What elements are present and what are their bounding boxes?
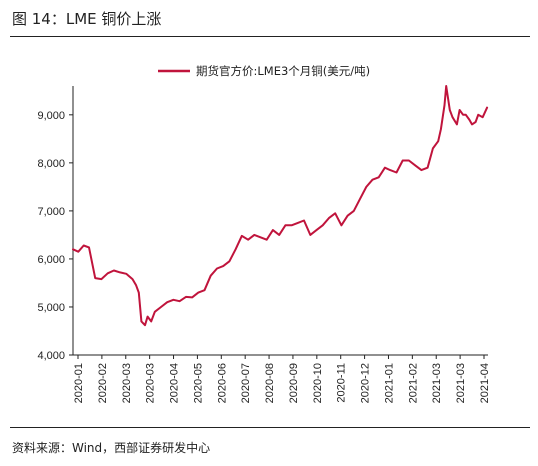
legend: 期货官方价:LME3个月铜(美元/吨)	[158, 64, 370, 78]
x-tick-label: 2020-07	[240, 363, 252, 403]
figure-title: 图 14：LME 铜价上涨	[12, 10, 162, 28]
x-tick-label: 2020-03	[121, 363, 133, 403]
x-tick-label: 2021-03	[431, 363, 443, 403]
x-tick-label: 2021-04	[479, 363, 491, 403]
x-tick-label: 2020-02	[97, 363, 109, 403]
x-tick-label: 2020-10	[312, 363, 324, 403]
y-axis-ticks: 4,000 5,000 6,000 7,000 8,000 9,000	[37, 110, 73, 362]
y-tick-label: 6,000	[37, 254, 65, 266]
x-tick-label: 2020-11	[336, 363, 348, 403]
x-tick-label: 2020-03	[145, 363, 157, 403]
x-tick-label: 2020-05	[192, 363, 204, 403]
source-rule	[10, 427, 530, 428]
y-tick-label: 9,000	[37, 110, 65, 122]
title-rule	[10, 36, 530, 37]
y-tick-label: 5,000	[37, 302, 65, 314]
x-tick-label: 2021-03	[455, 363, 467, 403]
y-tick-label: 4,000	[37, 350, 65, 362]
x-tick-label: 2021-02	[407, 363, 419, 403]
y-tick-label: 7,000	[37, 206, 65, 218]
x-tick-label: 2021-01	[383, 363, 395, 403]
x-tick-label: 2020-06	[216, 363, 228, 403]
y-tick-label: 8,000	[37, 158, 65, 170]
x-tick-label: 2020-09	[288, 363, 300, 403]
legend-label: 期货官方价:LME3个月铜(美元/吨)	[196, 64, 370, 78]
x-tick-label: 2020-01	[73, 363, 85, 403]
x-tick-label: 2020-12	[360, 363, 372, 403]
series-line-lme-copper	[72, 85, 489, 327]
x-axis-ticks: 2020-01 2020-02 2020-03 2020-03 2020-04 2020-…	[73, 355, 491, 403]
source-note: 资料来源：Wind，西部证券研发中心	[12, 441, 211, 455]
x-tick-label: 2020-08	[264, 363, 276, 403]
x-tick-label: 2020-04	[169, 363, 181, 403]
